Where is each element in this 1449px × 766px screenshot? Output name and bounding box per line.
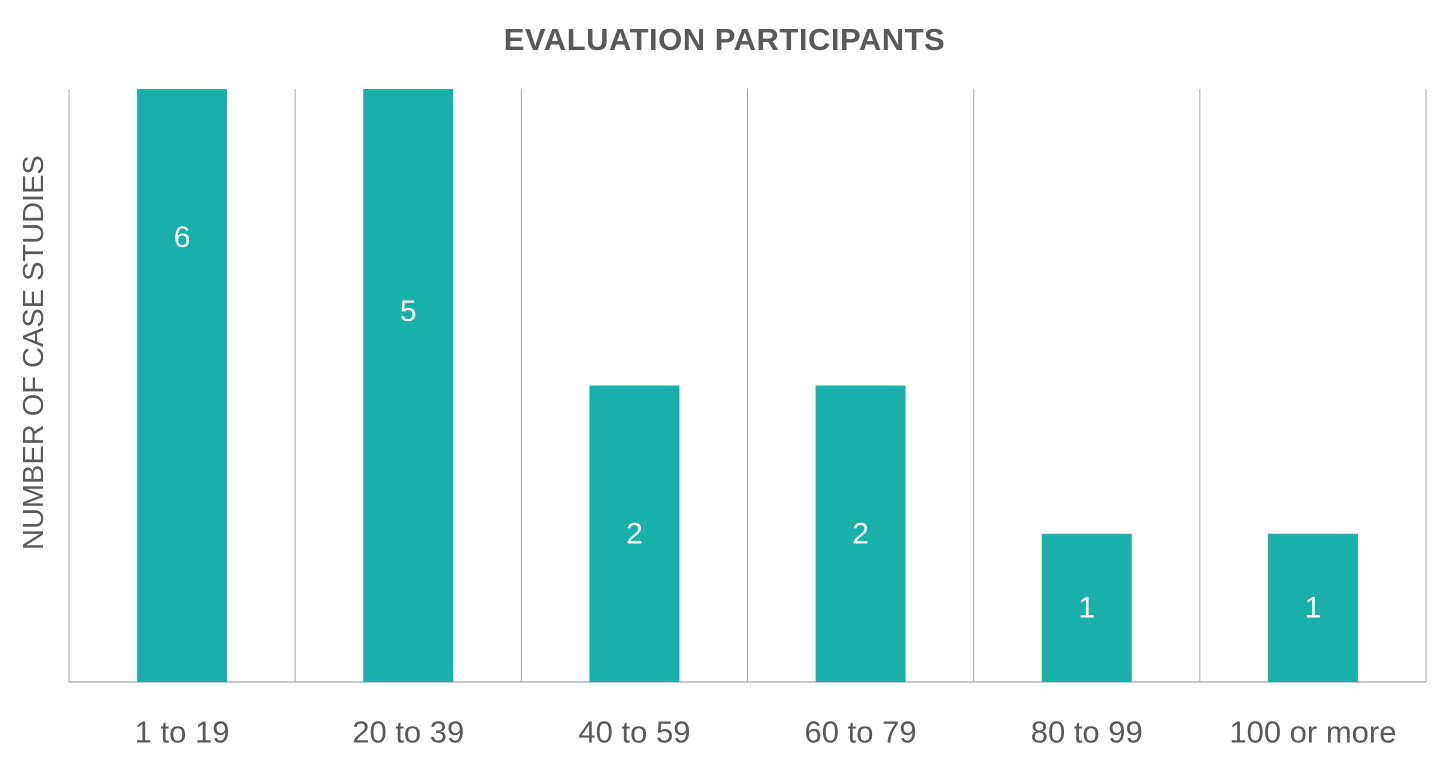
bar-2 — [363, 89, 454, 682]
data-label-2: 5 — [400, 295, 417, 328]
bar-6 — [1267, 533, 1358, 682]
x-tick-label-4: 60 to 79 — [805, 715, 917, 750]
x-tick-label-3: 40 to 59 — [578, 715, 690, 750]
x-tick-label-6: 100 or more — [1229, 715, 1396, 750]
data-label-6: 1 — [1305, 591, 1322, 624]
x-tick-label-1: 1 to 19 — [135, 715, 230, 750]
x-tick-label-2: 20 to 39 — [352, 715, 464, 750]
bar-5 — [1041, 533, 1132, 682]
bar-4 — [815, 385, 906, 682]
data-label-3: 2 — [626, 517, 643, 550]
bar-3 — [589, 385, 680, 682]
chart-title: EVALUATION PARTICIPANTS — [503, 22, 946, 57]
x-tick-label-5: 80 to 99 — [1031, 715, 1143, 750]
data-label-1: 6 — [174, 221, 191, 254]
bar-1 — [137, 89, 228, 682]
data-label-4: 2 — [852, 517, 869, 550]
data-label-5: 1 — [1078, 591, 1095, 624]
